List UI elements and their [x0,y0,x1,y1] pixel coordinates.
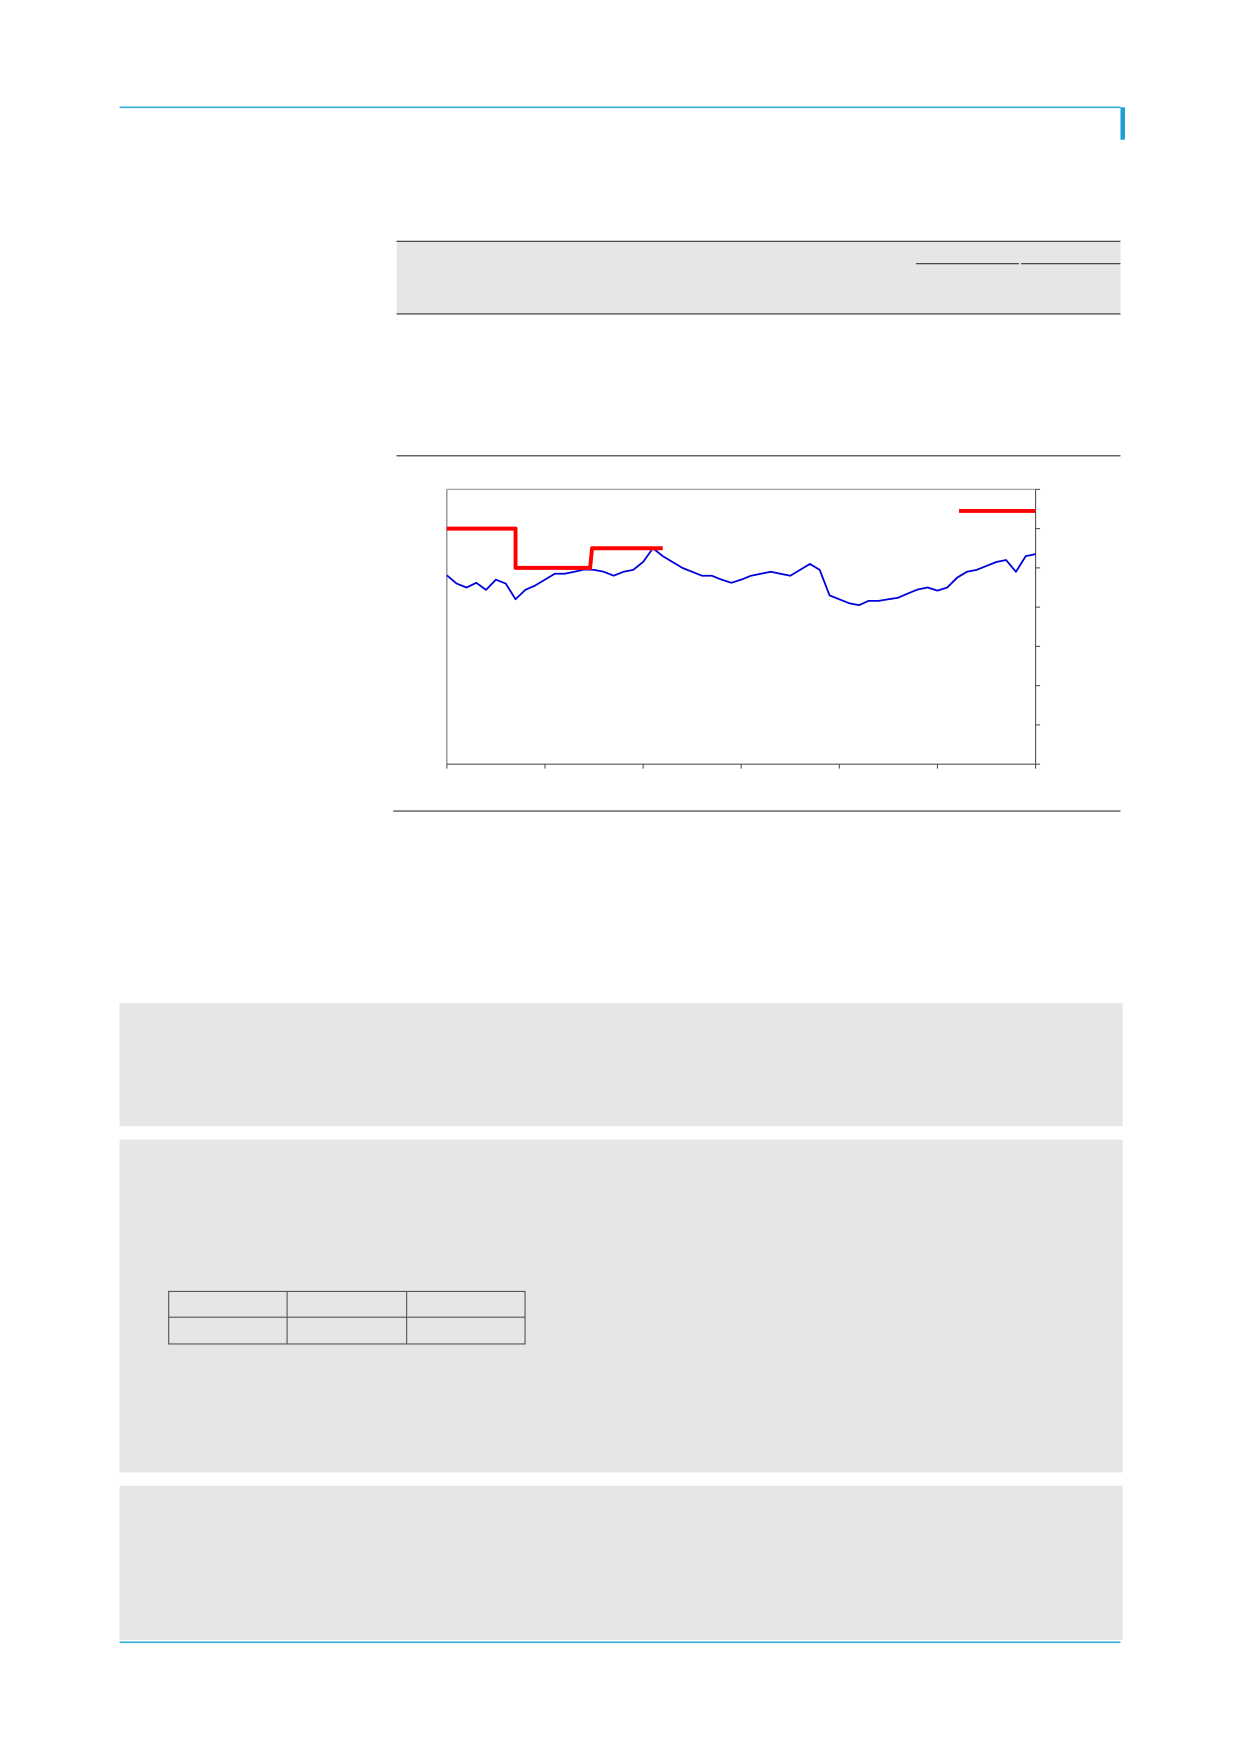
header-tab [1120,107,1125,140]
table-header [396,241,1121,314]
data-line [446,547,1036,607]
small-table [168,1290,526,1345]
data-line [446,508,1036,570]
note-box [119,1003,1123,1127]
note-box [119,1485,1123,1640]
note-box [119,1139,1123,1473]
